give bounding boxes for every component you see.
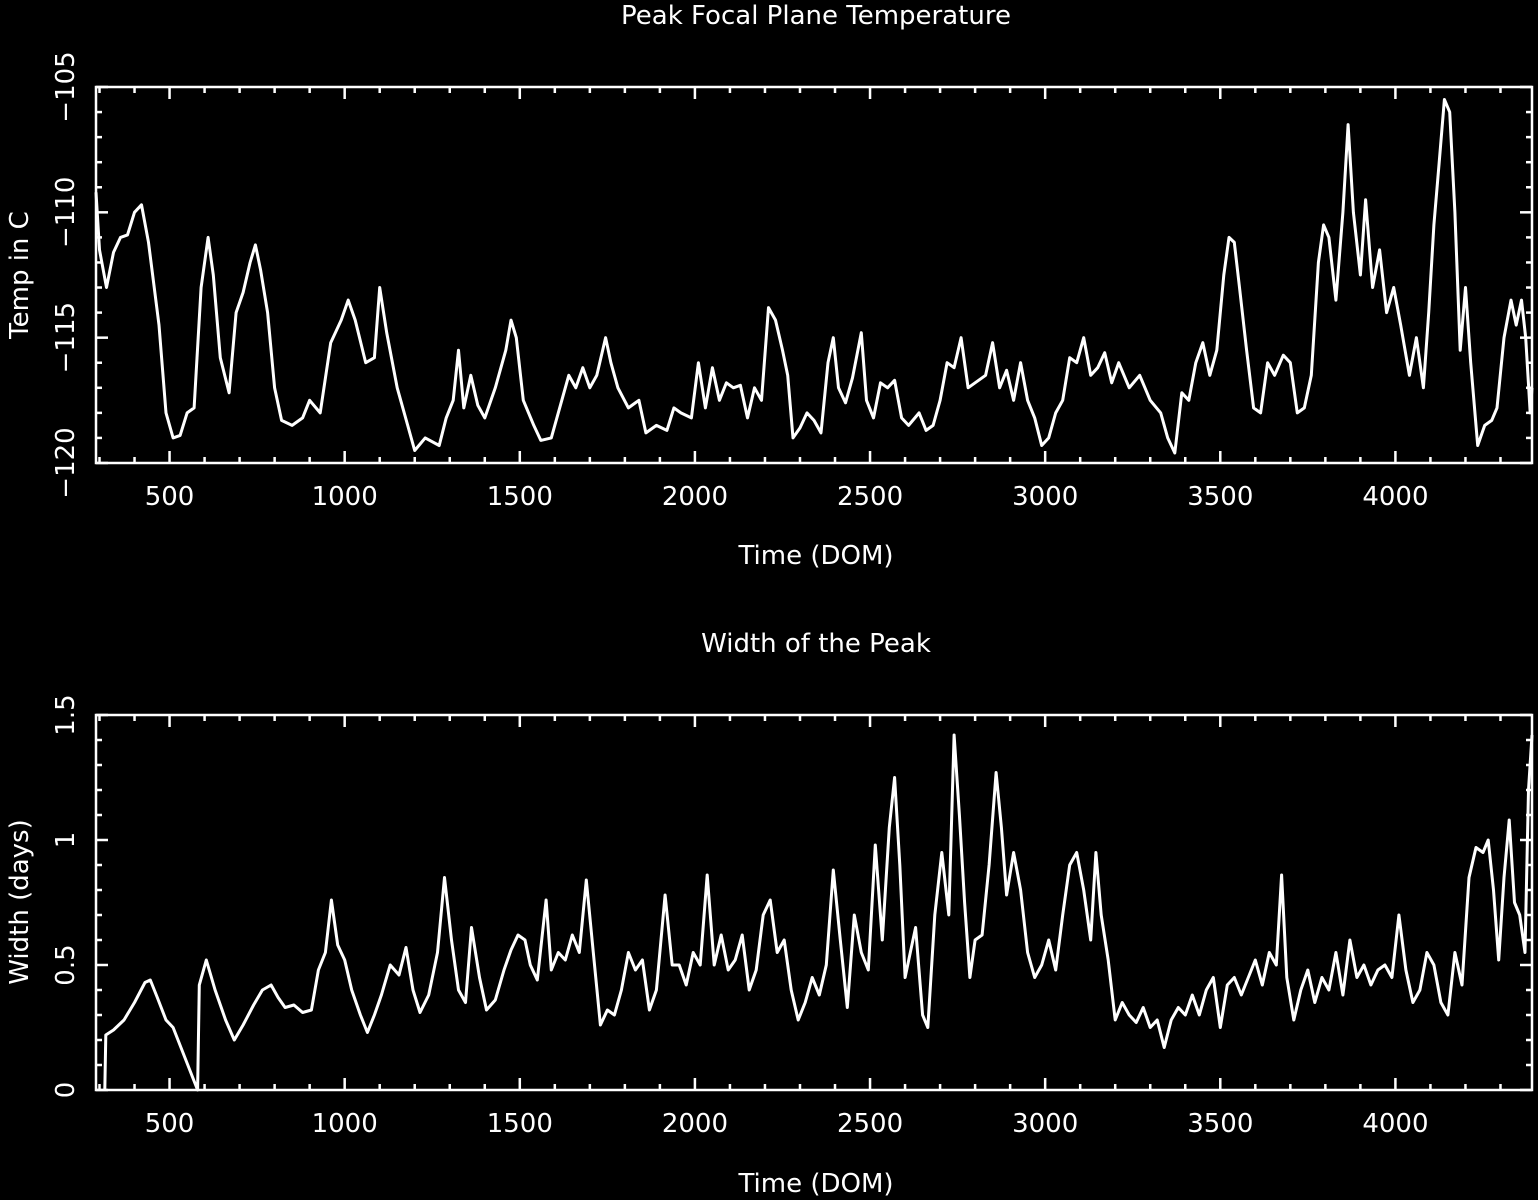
temperature-chart: Peak Focal Plane Temperature 500 1000 1500… xyxy=(5,1,1534,571)
width-y-tick-label: 1 xyxy=(51,832,81,849)
temperature-y-tick-label: −110 xyxy=(51,177,81,248)
width-x-tick-label: 3000 xyxy=(1012,1109,1078,1139)
temperature-y-tick-label: −115 xyxy=(51,302,81,373)
width-plot-frame xyxy=(94,713,1534,1092)
temperature-x-tick-label: 4000 xyxy=(1362,482,1428,512)
temperature-plot-frame xyxy=(94,85,1534,465)
width-y-axis-label: Width (days) xyxy=(5,819,35,984)
temperature-x-tick-label: 2000 xyxy=(662,482,728,512)
temperature-chart-title: Peak Focal Plane Temperature xyxy=(621,1,1011,31)
width-chart-title: Width of the Peak xyxy=(701,629,931,659)
width-x-tick-label: 2000 xyxy=(662,1109,728,1139)
width-y-tick-label: 0.5 xyxy=(51,944,81,985)
width-chart: Width of the Peak 500 1000 1500 2000 2500 300… xyxy=(5,629,1534,1199)
width-x-tick-label: 2500 xyxy=(837,1109,903,1139)
width-series-line xyxy=(103,733,1534,1092)
width-x-axis-label: Time (DOM) xyxy=(737,1169,893,1199)
width-x-tick-label: 1500 xyxy=(487,1109,553,1139)
temperature-x-tick-label: 1500 xyxy=(487,482,553,512)
temperature-x-tick-label: 2500 xyxy=(837,482,903,512)
temperature-axis-ticks: 500 1000 1500 2000 2500 3000 3500 4000 −120 −115 −… xyxy=(51,51,1532,512)
width-axis-ticks: 500 1000 1500 2000 2500 3000 3500 4000 0 0.5 1 1.5 xyxy=(51,694,1532,1139)
temperature-series-line xyxy=(94,98,1534,455)
width-y-tick-label: 0 xyxy=(51,1082,81,1099)
width-x-tick-label: 500 xyxy=(145,1109,195,1139)
temperature-x-axis-label: Time (DOM) xyxy=(737,541,893,571)
temperature-x-tick-label: 500 xyxy=(145,482,195,512)
width-x-tick-label: 3500 xyxy=(1187,1109,1253,1139)
temperature-y-axis-label: Temp in C xyxy=(5,211,35,340)
width-x-tick-label: 1000 xyxy=(312,1109,378,1139)
temperature-y-tick-label: −105 xyxy=(51,51,81,122)
width-y-tick-label: 1.5 xyxy=(51,694,81,735)
width-x-tick-label: 4000 xyxy=(1362,1109,1428,1139)
temperature-x-tick-label: 1000 xyxy=(312,482,378,512)
temperature-y-tick-label: −120 xyxy=(51,427,81,498)
temperature-x-tick-label: 3500 xyxy=(1187,482,1253,512)
temperature-x-tick-label: 3000 xyxy=(1012,482,1078,512)
